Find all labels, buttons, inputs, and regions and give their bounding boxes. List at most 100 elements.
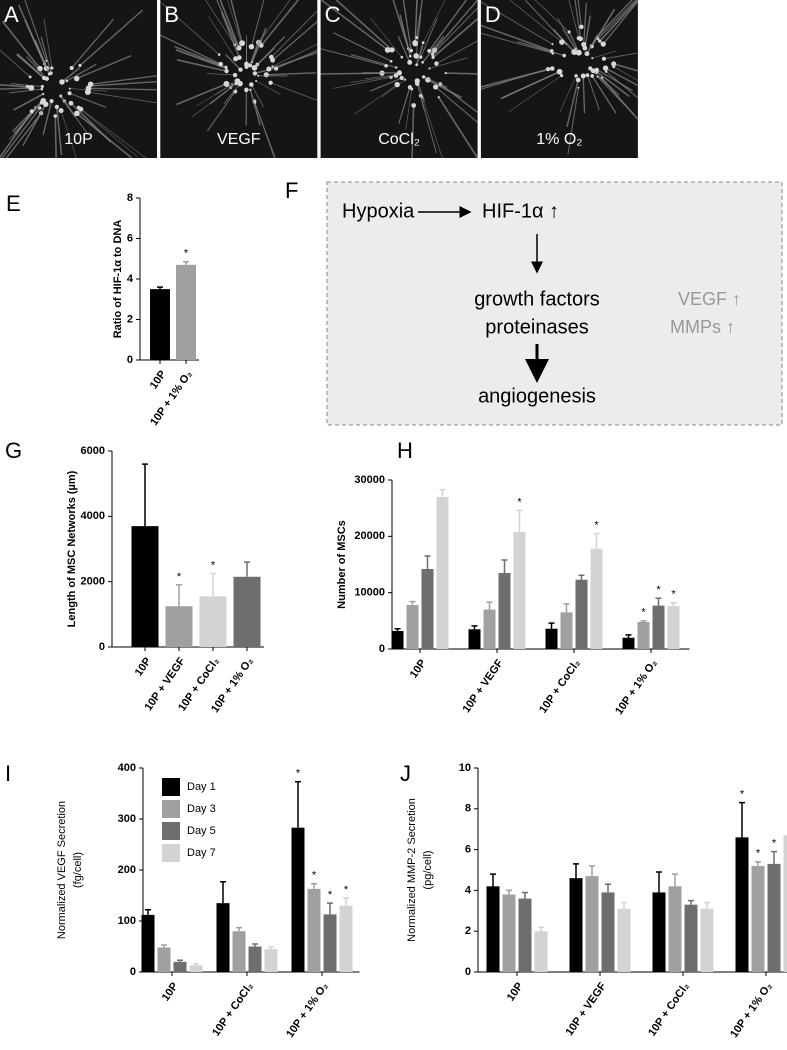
cell-process [209,83,237,105]
bar [391,630,404,649]
cell-process [596,0,633,38]
cell [248,63,253,68]
cell-process [80,108,147,159]
y-tick-label: 8 [465,803,471,815]
cell [232,72,238,78]
cell-process [60,110,77,159]
cell [393,73,399,78]
cell [585,73,590,77]
cell-process [260,0,299,46]
cell-process [43,19,53,69]
legend-swatch [162,800,180,818]
cell-process [223,83,241,104]
cell-process [0,87,32,90]
cell-process [206,73,236,76]
bar [767,863,781,972]
bar [735,837,749,972]
bar [601,892,615,972]
cell-process [427,79,463,99]
error-bar [506,889,512,895]
significance-marker: * [296,768,301,780]
cell-process [397,36,411,63]
cell [84,89,91,95]
error-bar [311,883,317,889]
cell-process [254,67,277,75]
bar [684,904,698,972]
cell [68,100,74,106]
error-bar [593,532,600,549]
legend-label: Day 7 [187,847,216,859]
cell-process [613,66,639,81]
cell [600,41,606,47]
cell-process [582,75,586,114]
cell [263,72,269,78]
cell-process [320,0,389,51]
cell-process [8,102,43,141]
error-bar [563,603,570,613]
cell-process [10,83,43,87]
error-bar [625,634,632,638]
cell-process [225,54,242,71]
cell [421,41,425,45]
y-tick-label: 6 [127,232,133,244]
cell-process [258,0,291,43]
node: proteinases [485,316,588,338]
cell-process [411,105,415,159]
cell [225,67,228,70]
cell [400,55,404,59]
bar [339,905,353,972]
error-bar [210,572,216,597]
y-tick-label: 0 [379,643,385,655]
cell [384,64,388,68]
cell [591,57,594,60]
cell [78,63,82,68]
cell [248,43,255,50]
cell-process [432,7,478,55]
cell-process [381,79,406,98]
panel-letter: B [164,2,179,27]
y-tick-label: 8 [127,192,133,204]
cell-process [251,27,267,63]
error-bar [142,463,148,527]
cell [581,42,587,48]
cell-process [591,75,617,114]
cell-process [89,80,158,87]
error-bar [640,620,647,622]
significance-marker: * [517,496,522,508]
image-caption: CoCl₂ [378,131,420,148]
cell [551,43,554,46]
y-tick-label: 20000 [354,530,385,542]
cell-process [586,34,599,55]
cell-process [250,84,264,108]
cell [590,68,596,74]
error-bar [157,286,163,290]
cell-process [34,39,51,75]
cell-process [22,103,47,147]
cell-process [0,83,28,88]
y-tick-label: 30000 [354,474,385,486]
node: Hypoxia [342,200,415,222]
x-tick-label: 10P + CoCl₂ [210,980,256,1038]
image-caption: 10P [64,131,92,148]
cell-process [335,0,393,51]
bar [173,961,187,972]
cell [574,74,578,78]
error-bar [672,873,678,887]
cell-process [219,0,240,49]
bar [513,531,526,649]
cell-process [508,75,562,113]
bar [502,894,516,972]
error-bar [268,946,274,950]
error-bar [176,584,182,607]
bar [575,579,588,649]
cell-process [501,70,560,99]
cell-process [40,36,52,74]
significance-marker: * [344,884,349,896]
panel-letter: F [285,178,298,203]
cell [40,87,44,91]
cell [257,74,260,77]
cell [269,54,274,60]
cell [268,80,273,85]
cell-process [583,3,587,45]
x-tick-label: 10P [148,369,169,392]
